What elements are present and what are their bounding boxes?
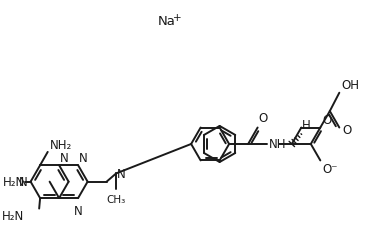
Text: N: N bbox=[19, 175, 28, 188]
Text: H₂N: H₂N bbox=[2, 209, 24, 222]
Text: NH₂: NH₂ bbox=[50, 138, 72, 151]
Text: O: O bbox=[258, 111, 268, 124]
Text: N: N bbox=[79, 152, 88, 165]
Text: H: H bbox=[302, 119, 311, 132]
Text: OH: OH bbox=[341, 79, 359, 91]
Text: N: N bbox=[60, 152, 69, 165]
Text: H₂N: H₂N bbox=[3, 175, 25, 188]
Text: N: N bbox=[74, 204, 82, 217]
Text: CH₃: CH₃ bbox=[106, 195, 126, 205]
Text: O⁻: O⁻ bbox=[322, 163, 338, 175]
Text: O: O bbox=[342, 123, 351, 136]
Text: NH: NH bbox=[269, 138, 286, 151]
Text: N: N bbox=[117, 167, 126, 180]
Text: O: O bbox=[322, 113, 332, 126]
Text: Na: Na bbox=[158, 15, 176, 28]
Text: +: + bbox=[173, 13, 182, 23]
